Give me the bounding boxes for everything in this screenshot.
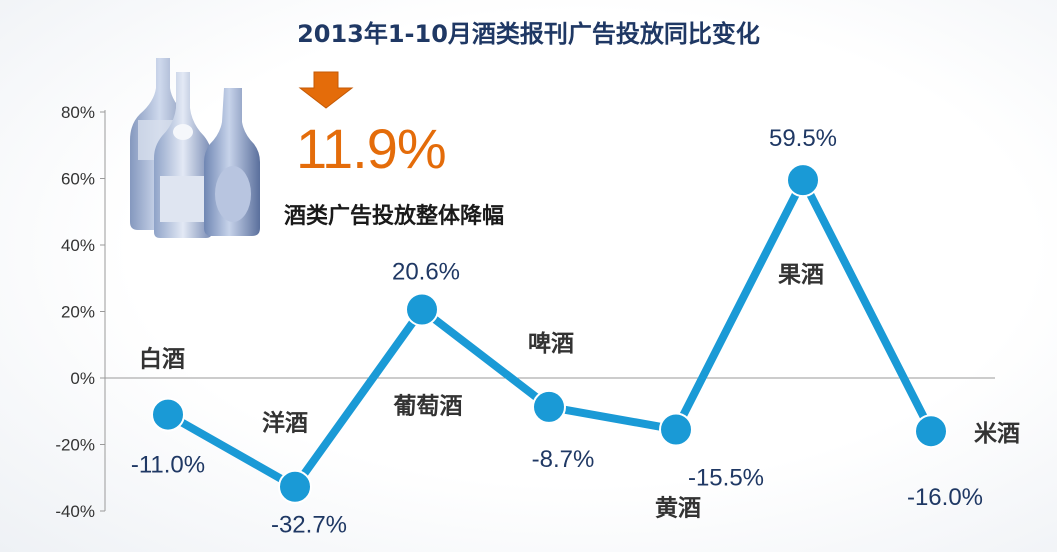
y-tick-label: 80% — [61, 103, 95, 122]
y-tick-label: 20% — [61, 303, 95, 322]
data-point — [405, 292, 439, 327]
category-label: 葡萄酒 — [393, 394, 463, 420]
data-value-label: -32.7% — [271, 512, 347, 539]
data-point — [786, 163, 820, 198]
y-tick-label: -20% — [55, 436, 95, 455]
data-point — [278, 469, 312, 504]
category-label: 黄酒 — [655, 496, 701, 522]
category-label: 果酒 — [778, 262, 824, 288]
data-point — [151, 397, 185, 432]
y-tick-label: -40% — [55, 502, 95, 521]
y-tick-label: 0% — [70, 369, 95, 388]
data-point — [532, 389, 566, 424]
data-value-label: 59.5% — [769, 125, 837, 152]
category-label: 洋酒 — [262, 410, 308, 437]
headline-decline-value: 11.9% — [296, 117, 447, 180]
data-point — [659, 412, 693, 447]
data-value-label: -16.0% — [907, 484, 983, 511]
data-value-label: 20.6% — [392, 259, 460, 286]
category-label: 啤酒 — [528, 330, 574, 357]
headline-decline-caption: 酒类广告投放整体降幅 — [284, 204, 505, 229]
category-label: 米酒 — [974, 421, 1020, 447]
down-arrow-icon — [298, 71, 354, 109]
y-tick-label: 60% — [61, 170, 95, 189]
chart-title: 2013年1-10月酒类报刊广告投放同比变化 — [297, 20, 760, 48]
data-value-label: -15.5% — [688, 465, 764, 492]
data-value-label: -8.7% — [532, 446, 595, 473]
wine-bottles-icon — [130, 58, 260, 238]
y-tick-label: 40% — [61, 236, 95, 255]
data-point — [914, 414, 948, 449]
category-label: 白酒 — [139, 346, 185, 373]
data-value-label: -11.0% — [131, 452, 205, 479]
